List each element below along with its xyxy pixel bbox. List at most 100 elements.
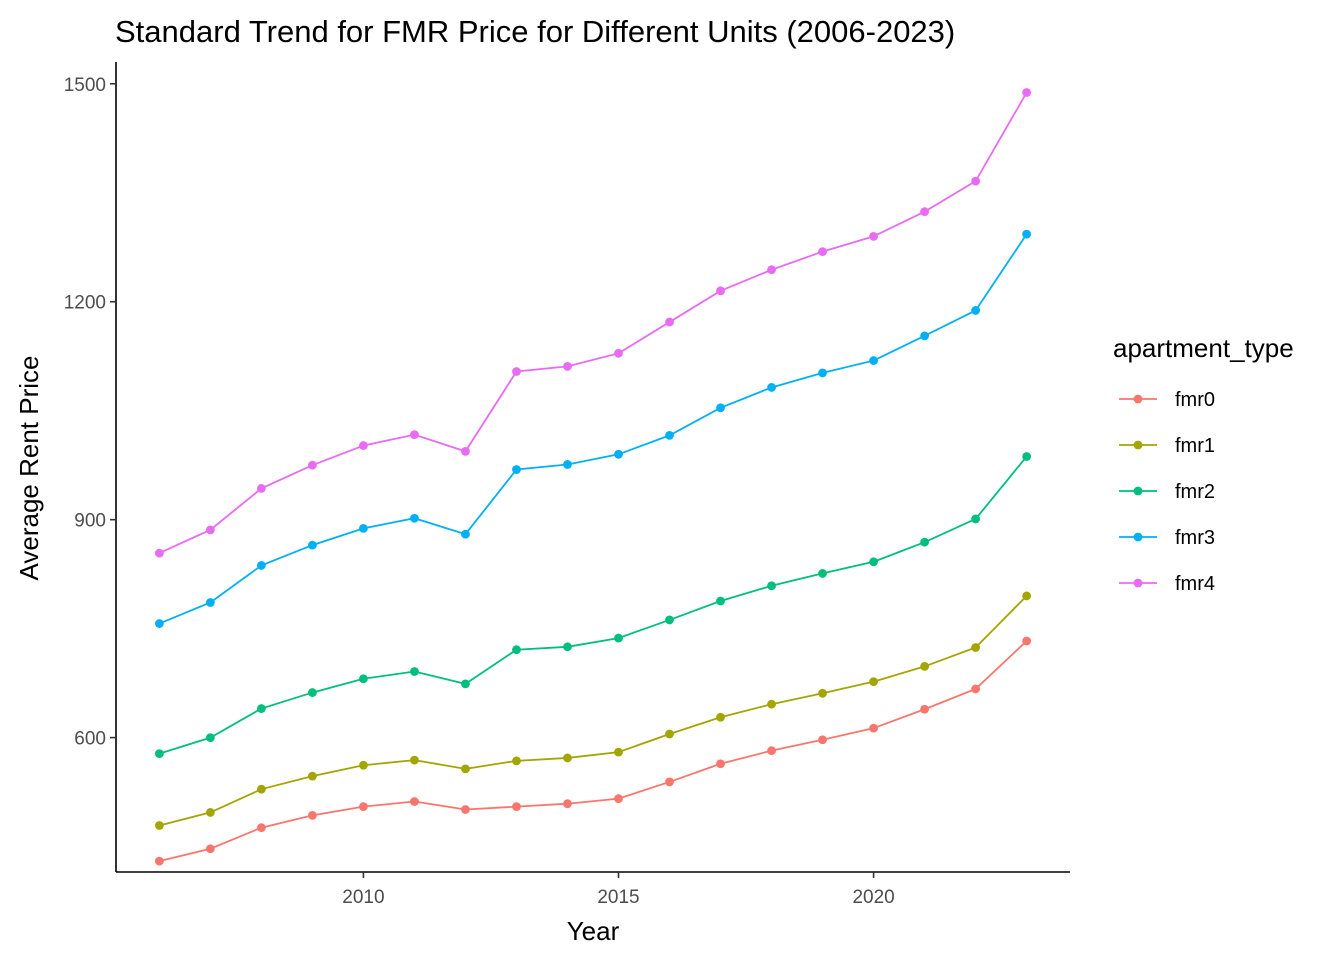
data-point-fmr3-2022 — [971, 306, 981, 315]
data-point-fmr3-2009 — [308, 540, 317, 550]
data-point-fmr1-2021 — [920, 662, 929, 671]
y-tick-label: 1500 — [64, 75, 106, 96]
data-point-fmr1-2013 — [512, 756, 521, 766]
data-point-fmr3-2007 — [205, 598, 215, 607]
data-point-fmr0-2011 — [410, 797, 419, 806]
data-point-fmr2-2010 — [359, 674, 368, 684]
data-point-fmr4-2011 — [410, 430, 419, 440]
data-point-fmr4-2007 — [205, 525, 215, 535]
data-point-fmr4-2020 — [869, 231, 878, 241]
plot-area: 600 900 1200 1500 2010 2015 2020 — [64, 62, 1070, 908]
data-point-fmr2-2021 — [920, 537, 929, 547]
data-point-fmr1-2006 — [154, 821, 164, 830]
data-point-fmr0-2010 — [359, 802, 368, 812]
data-point-fmr2-2011 — [410, 667, 419, 676]
series-line-fmr4 — [158, 92, 1028, 554]
data-point-fmr1-2008 — [257, 784, 266, 794]
data-point-fmr0-2020 — [869, 723, 878, 733]
y-tick-label: 1200 — [64, 293, 106, 314]
x-axis-title: Year — [567, 916, 620, 946]
data-point-fmr0-2009 — [308, 810, 317, 820]
data-point-fmr3-2006 — [154, 619, 164, 628]
data-point-fmr3-2018 — [767, 383, 776, 392]
series-fmr0 — [154, 636, 1032, 866]
data-point-fmr1-2015 — [614, 747, 623, 757]
data-point-fmr4-2021 — [920, 207, 929, 217]
data-point-fmr3-2011 — [410, 513, 419, 523]
series-fmr2 — [154, 452, 1032, 758]
data-point-fmr1-2016 — [665, 729, 674, 739]
data-point-fmr3-2012 — [461, 529, 470, 539]
data-point-fmr0-2012 — [461, 805, 470, 814]
data-point-fmr1-2014 — [563, 753, 572, 763]
data-point-fmr2-2009 — [308, 688, 317, 697]
data-point-fmr4-2018 — [767, 265, 776, 275]
data-point-fmr1-2009 — [308, 771, 317, 781]
data-point-fmr3-2021 — [920, 331, 929, 341]
legend-title: apartment_type — [1113, 333, 1294, 363]
legend-label: fmr2 — [1175, 481, 1215, 503]
data-point-fmr3-2014 — [563, 460, 572, 469]
data-point-fmr0-2007 — [205, 844, 215, 854]
data-point-fmr4-2006 — [154, 548, 164, 558]
series-fmr1 — [154, 591, 1032, 830]
series-line-fmr1 — [159, 595, 1028, 827]
x-tick-label: 2020 — [852, 887, 894, 908]
data-point-fmr1-2018 — [767, 699, 776, 709]
legend-label: fmr3 — [1175, 527, 1215, 549]
x-axis-ticks: 2010 2015 2020 — [342, 872, 895, 908]
data-point-fmr1-2022 — [971, 643, 981, 652]
legend-item-fmr4: fmr4 — [1119, 573, 1215, 595]
data-point-fmr4-2019 — [818, 247, 827, 257]
legend-label: fmr0 — [1175, 389, 1215, 411]
data-point-fmr0-2015 — [614, 794, 623, 804]
data-point-fmr3-2020 — [869, 356, 878, 365]
data-point-fmr4-2013 — [512, 367, 521, 376]
data-point-fmr3-2013 — [512, 465, 521, 474]
data-point-fmr2-2015 — [614, 633, 623, 643]
data-point-fmr3-2010 — [359, 523, 368, 533]
data-point-fmr4-2009 — [308, 460, 317, 470]
legend-key-point — [1133, 440, 1143, 450]
y-tick-label: 600 — [74, 729, 106, 750]
data-point-fmr4-2012 — [461, 446, 470, 456]
data-point-fmr4-2023 — [1022, 88, 1032, 97]
data-point-fmr0-2013 — [512, 802, 521, 812]
data-point-fmr0-2022 — [971, 684, 981, 694]
x-tick-label: 2010 — [342, 887, 384, 908]
data-point-fmr3-2019 — [818, 368, 827, 378]
data-point-fmr3-2017 — [716, 403, 725, 413]
legend-item-fmr2: fmr2 — [1119, 481, 1215, 503]
data-point-fmr0-2006 — [154, 856, 164, 866]
data-point-fmr2-2013 — [512, 645, 521, 655]
data-point-fmr3-2008 — [257, 561, 266, 570]
data-point-fmr0-2016 — [665, 777, 674, 787]
data-point-fmr4-2022 — [971, 176, 981, 186]
data-point-fmr4-2017 — [716, 286, 725, 296]
data-point-fmr0-2008 — [257, 823, 266, 833]
data-point-fmr0-2018 — [767, 746, 776, 756]
data-point-fmr0-2023 — [1022, 636, 1032, 646]
data-point-fmr3-2016 — [665, 431, 674, 440]
data-point-fmr2-2023 — [1022, 452, 1032, 461]
series-fmr3 — [154, 229, 1032, 628]
data-point-fmr4-2015 — [614, 348, 623, 358]
data-point-fmr1-2012 — [461, 764, 470, 774]
data-point-fmr1-2010 — [359, 760, 368, 770]
data-point-fmr0-2021 — [920, 704, 929, 714]
series-layer — [154, 88, 1032, 866]
data-point-fmr1-2011 — [410, 755, 419, 765]
legend-item-fmr1: fmr1 — [1119, 435, 1215, 457]
series-line-fmr3 — [159, 233, 1028, 625]
data-point-fmr2-2019 — [818, 569, 827, 578]
data-point-fmr2-2014 — [563, 642, 572, 652]
legend: apartment_type fmr0 fmr1 fmr2 fmr3 fmr4 — [1113, 333, 1294, 595]
series-line-fmr0 — [159, 640, 1028, 862]
data-point-fmr2-2012 — [461, 679, 470, 689]
y-tick-label: 900 — [74, 511, 106, 532]
legend-key-point — [1133, 578, 1143, 588]
legend-items: fmr0 fmr1 fmr2 fmr3 fmr4 — [1119, 389, 1215, 595]
data-point-fmr2-2016 — [665, 615, 674, 625]
data-point-fmr0-2019 — [818, 735, 827, 745]
data-point-fmr4-2008 — [257, 484, 266, 493]
